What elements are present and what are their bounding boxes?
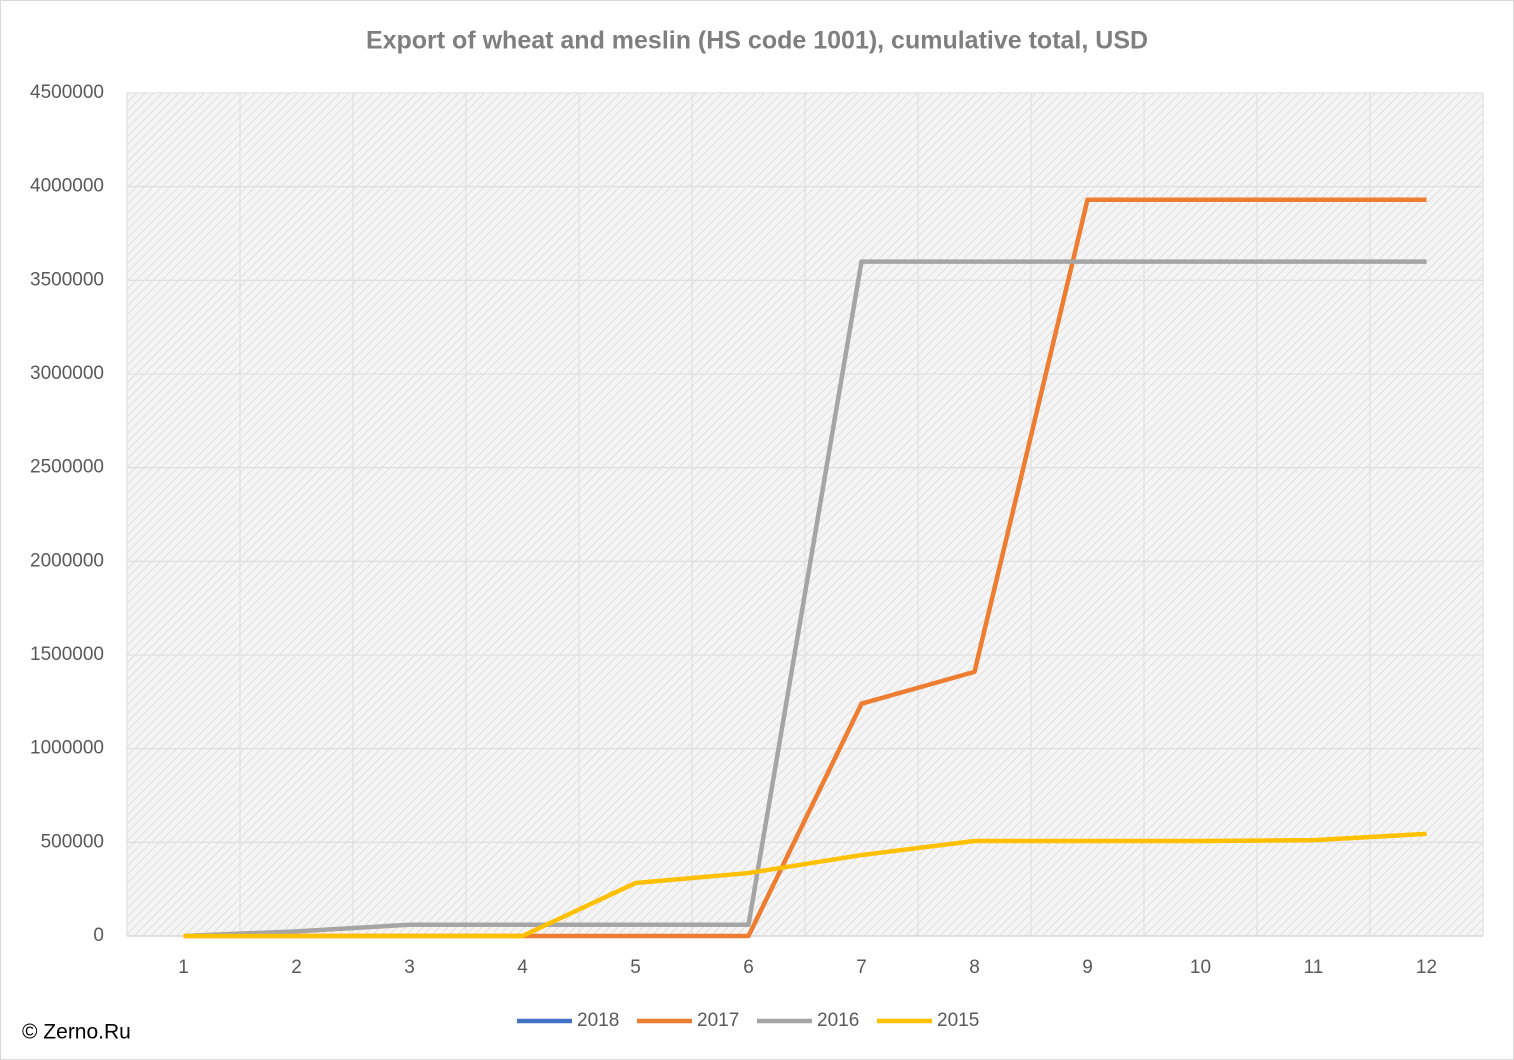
y-tick-label: 0 bbox=[93, 925, 104, 946]
y-tick-label: 500000 bbox=[41, 831, 104, 852]
x-tick-label: 10 bbox=[1190, 957, 1211, 978]
legend-label: 2017 bbox=[697, 1010, 739, 1031]
y-tick-label: 1500000 bbox=[30, 644, 104, 665]
x-tick-label: 2 bbox=[291, 957, 302, 978]
series-line bbox=[183, 259, 1427, 939]
y-tick-label: 4500000 bbox=[30, 82, 104, 103]
x-tick-label: 8 bbox=[969, 957, 980, 978]
source: © Zerno.Ru bbox=[22, 1021, 131, 1044]
y-tick-label: 3500000 bbox=[30, 269, 104, 290]
x-tick-label: 3 bbox=[404, 957, 415, 978]
x-tick-label: 12 bbox=[1416, 957, 1437, 978]
series-line bbox=[183, 831, 1427, 939]
y-tick-label: 3000000 bbox=[30, 363, 104, 384]
y-tick-label: 1000000 bbox=[30, 738, 104, 759]
x-tick-label: 1 bbox=[178, 957, 189, 978]
x-tick-label: 4 bbox=[517, 957, 528, 978]
x-tick-label: 11 bbox=[1304, 957, 1324, 978]
y-tick-label: 2500000 bbox=[30, 457, 104, 478]
y-tick-label: 2000000 bbox=[30, 550, 104, 571]
x-tick-label: 7 bbox=[856, 957, 867, 978]
x-tick-label: 9 bbox=[1082, 957, 1093, 978]
x-tick-label: 5 bbox=[630, 957, 641, 978]
chart-title: Export of wheat and meslin (HS code 1001… bbox=[366, 27, 1148, 55]
y-tick-label: 4000000 bbox=[30, 176, 104, 197]
legend-label: 2016 bbox=[817, 1010, 859, 1031]
x-tick-label: 6 bbox=[743, 957, 754, 978]
legend-label: 2018 bbox=[577, 1010, 619, 1031]
legend-label: 2015 bbox=[937, 1010, 979, 1031]
